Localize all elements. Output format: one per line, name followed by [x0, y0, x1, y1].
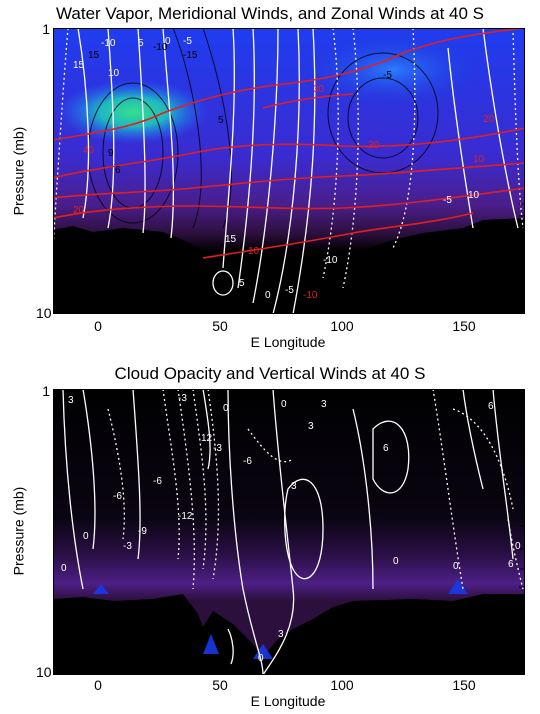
chart1-clabel: 30 — [313, 84, 325, 95]
chart2-clabel: 0 — [515, 541, 521, 552]
chart1-clabel: -5 — [285, 285, 294, 296]
chart1-clabel: 5 — [218, 115, 224, 126]
chart2-clabel: -6 — [243, 456, 252, 467]
chart2-xtick: 50 — [212, 677, 228, 693]
chart2-ytick: 10 — [36, 664, 52, 680]
chart1-clabel: 10 — [473, 154, 485, 165]
chart1-xtick: 50 — [212, 318, 228, 334]
chart2-clabel: 0 — [453, 561, 459, 572]
chart2-clabel: 0 — [258, 653, 264, 664]
chart1-clabel: -5 — [443, 195, 452, 206]
chart2-title: Cloud Opacity and Vertical Winds at 40 S — [114, 364, 426, 383]
chart2-clabel: -6 — [113, 491, 122, 502]
chart1-black-region — [53, 218, 525, 314]
chart1-clabel: 10 — [468, 190, 480, 201]
chart1-ylabel: Pressure (mb) — [10, 126, 27, 216]
chart2-clabel: 3 — [321, 399, 327, 410]
chart2-clabel: 3 — [308, 421, 314, 432]
chart2-clabel: 6 — [383, 443, 389, 454]
chart2-clabel: 3 — [278, 629, 284, 640]
chart1-clabel: 9 — [108, 148, 114, 159]
chart1-clabel: 15 — [88, 50, 100, 61]
chart1-plot: 15 10 5 0 -5 -10 15 5 0 -5 -10 10 -5 40 … — [53, 28, 525, 314]
chart1-clabel: 6 — [115, 165, 121, 176]
chart1-xtick: 0 — [94, 318, 102, 334]
chart1-clabel: -10 — [101, 38, 116, 49]
chart2-clabel: -3 — [213, 443, 222, 454]
chart2-clabel: 3 — [68, 395, 74, 406]
chart1-clabel: 20 — [483, 114, 495, 125]
chart1-ytick: 1 — [42, 21, 50, 37]
chart2-ytick: 1 — [42, 383, 50, 399]
chart1-clabel: 40 — [83, 145, 95, 156]
chart1-clabel: 0 — [165, 36, 171, 47]
chart1-clabel: 20 — [73, 205, 85, 216]
chart1-xtick: 100 — [330, 318, 354, 334]
chart2-clabel: -3 — [178, 393, 187, 404]
chart1-clabel: -5 — [183, 36, 192, 47]
chart2-clabel: -3 — [123, 541, 132, 552]
chart1-clabel: 10 — [248, 246, 260, 257]
chart2-clabel: 0 — [223, 403, 229, 414]
chart1-clabel: 0 — [265, 290, 271, 301]
chart1-clabel: -10 — [303, 290, 318, 301]
chart1-clabel: 15 — [73, 60, 85, 71]
chart1-xtick: 150 — [452, 318, 476, 334]
chart2-clabel: 12 — [201, 433, 213, 444]
chart2-clabel: 0 — [61, 563, 67, 574]
chart2-xtick: 0 — [94, 677, 102, 693]
chart1-clabel: 30 — [368, 140, 380, 151]
chart2-clabel: 3 — [291, 481, 297, 492]
chart1-title: Water Vapor, Meridional Winds, and Zonal… — [55, 4, 485, 23]
chart2-plot: 3 -3 -6 12 0 -3 -6 -9 -12 3 0 3 6 3 0 -3… — [53, 389, 525, 675]
chart2-clabel: 6 — [488, 401, 494, 412]
chart2-clabel: -12 — [178, 511, 193, 522]
chart1-clabel: -15 — [183, 50, 198, 61]
chart2-xtick: 100 — [330, 677, 354, 693]
chart2-xtick: 150 — [452, 677, 476, 693]
chart2-clabel: 0 — [83, 531, 89, 542]
chart1-clabel: -10 — [153, 42, 168, 53]
chart2-clabel: 0 — [281, 399, 287, 410]
chart1-ytick: 10 — [36, 305, 52, 321]
chart1-xlabel: E Longitude — [250, 334, 326, 350]
chart2-xlabel: E Longitude — [250, 693, 326, 709]
chart2-ylabel: Pressure (mb) — [10, 486, 27, 576]
chart2-clabel: -9 — [138, 526, 147, 537]
chart1-clabel: 5 — [239, 278, 245, 289]
chart1-clabel: 5 — [138, 38, 144, 49]
chart2-black-region — [53, 594, 525, 675]
chart1-clabel: 15 — [225, 234, 237, 245]
chart1-clabel: -5 — [383, 70, 392, 81]
chart2-clabel: 6 — [508, 559, 514, 570]
chart2-clabel: -6 — [153, 476, 162, 487]
chart2-clabel: 0 — [393, 556, 399, 567]
chart1-clabel: -10 — [323, 255, 338, 266]
chart1-clabel: 10 — [108, 68, 120, 79]
